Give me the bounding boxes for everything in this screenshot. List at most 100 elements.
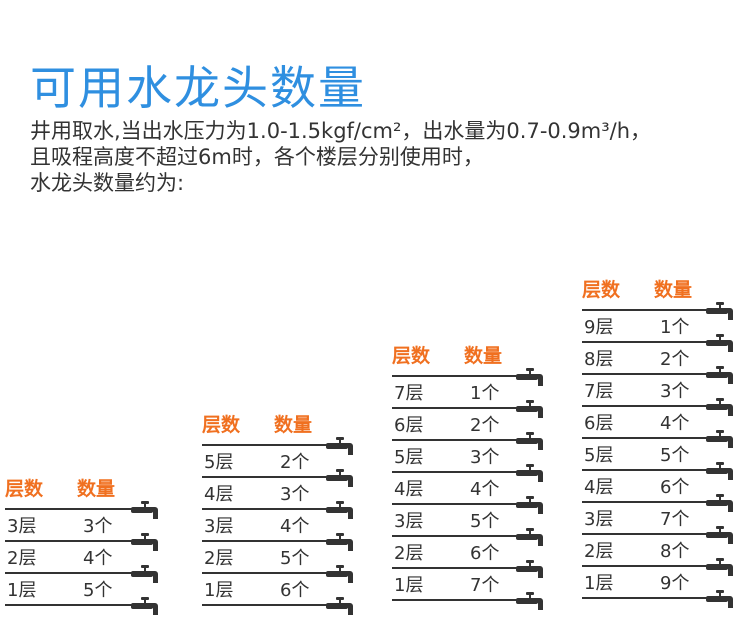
faucet-icon: [706, 558, 734, 578]
table-row: 6层 4个: [582, 407, 702, 437]
floor-label: 5层: [584, 445, 614, 466]
floor-label: 7层: [584, 381, 614, 402]
pipe-line: [202, 540, 328, 542]
table-row: 2层 6个: [392, 537, 512, 567]
floor-label: 6层: [584, 413, 614, 434]
table-row: 3层 5个: [392, 505, 512, 535]
faucet-icon: [326, 469, 354, 489]
floor-label: 4层: [584, 477, 614, 498]
floor-label: 1层: [7, 580, 37, 601]
faucet-icon: [706, 430, 734, 450]
pipe-line: [392, 503, 518, 505]
floor-label: 1层: [394, 575, 424, 596]
pipe-line: [582, 469, 708, 471]
pipe-line: [582, 565, 708, 567]
floor-label: 9层: [584, 317, 614, 338]
floor-label: 4层: [394, 479, 424, 500]
faucet-icon: [516, 464, 544, 484]
floor-label: 4层: [204, 484, 234, 505]
header-quantity: 数量: [464, 345, 503, 367]
quantity-label: 5个: [280, 548, 310, 569]
quantity-label: 5个: [83, 580, 113, 601]
quantity-label: 4个: [660, 413, 690, 434]
floor-table: 层数 数量 5层 2个 4层 3个 3层 4个 2层 5个 1层 6个: [202, 410, 358, 615]
pipe-line: [392, 439, 518, 441]
table-row: 5层 2个: [202, 446, 322, 476]
pipe-line: [202, 444, 328, 446]
faucet-icon: [516, 496, 544, 516]
pipe-line: [202, 476, 328, 478]
pipe-line: [392, 567, 518, 569]
floor-label: 2层: [584, 541, 614, 562]
table-row: 7层 3个: [582, 375, 702, 405]
header-quantity: 数量: [77, 478, 116, 500]
faucet-icon: [706, 590, 734, 610]
faucet-icon: [706, 462, 734, 482]
quantity-label: 6个: [470, 543, 500, 564]
table-row: 3层 3个: [5, 510, 127, 540]
pipe-line: [202, 604, 328, 606]
quantity-label: 3个: [280, 484, 310, 505]
table-row: 4层 6个: [582, 471, 702, 501]
pipe-line: [5, 572, 133, 574]
quantity-label: 4个: [280, 516, 310, 537]
pipe-line: [582, 597, 708, 599]
page-title: 可用水龙头数量: [30, 61, 366, 115]
pipe-line: [582, 373, 708, 375]
header-quantity: 数量: [274, 414, 313, 436]
table-row: 8层 2个: [582, 343, 702, 373]
pipe-line: [582, 501, 708, 503]
faucet-icon: [706, 398, 734, 418]
faucet-icon: [516, 368, 544, 388]
floor-label: 5层: [204, 452, 234, 473]
table-row: 1层 6个: [202, 574, 322, 604]
faucet-icon: [516, 432, 544, 452]
table-row: 2层 5个: [202, 542, 322, 572]
pipe-line: [582, 341, 708, 343]
table-row: 9层 1个: [582, 311, 702, 341]
faucet-icon: [326, 533, 354, 553]
quantity-label: 3个: [660, 381, 690, 402]
faucet-icon: [706, 334, 734, 354]
faucet-icon: [326, 501, 354, 521]
quantity-label: 1个: [660, 317, 690, 338]
table-row: 6层 2个: [392, 409, 512, 439]
quantity-label: 4个: [83, 548, 113, 569]
header-floor: 层数: [5, 478, 44, 500]
faucet-icon: [706, 494, 734, 514]
table-row: 4层 4个: [392, 473, 512, 503]
floor-label: 7层: [394, 383, 424, 404]
faucet-icon: [326, 565, 354, 585]
floor-label: 2层: [394, 543, 424, 564]
quantity-label: 6个: [660, 477, 690, 498]
pipe-line: [5, 540, 133, 542]
faucet-icon: [516, 400, 544, 420]
faucet-icon: [131, 501, 159, 521]
quantity-label: 4个: [470, 479, 500, 500]
floor-table: 层数 数量 7层 1个 6层 2个 5层 3个 4层 4个 3层 5个 2层 6个 1层 7个: [392, 341, 548, 610]
floor-table: 层数 数量 3层 3个 2层 4个 1层 5个: [5, 474, 163, 615]
table-row: 7层 1个: [392, 377, 512, 407]
pipe-line: [202, 508, 328, 510]
faucet-icon: [516, 592, 544, 612]
quantity-label: 1个: [470, 383, 500, 404]
pipe-line: [392, 407, 518, 409]
table-row: 5层 5个: [582, 439, 702, 469]
description: 井用取水,当出水压力为1.0-1.5kgf/cm²，出水量为0.7-0.9m³/…: [30, 118, 651, 196]
faucet-icon: [131, 533, 159, 553]
faucet-icon: [706, 526, 734, 546]
header-floor: 层数: [392, 345, 431, 367]
quantity-label: 9个: [660, 573, 690, 594]
faucet-icon: [131, 565, 159, 585]
pipe-line: [392, 599, 518, 601]
faucet-icon: [706, 366, 734, 386]
floor-label: 3层: [584, 509, 614, 530]
pipe-line: [392, 375, 518, 377]
floor-table: 层数 数量 9层 1个 8层 2个 7层 3个 6层 4个 5层 5个 4层 6个 3层 7个 2层 8个 1层 9个: [582, 275, 738, 608]
quantity-label: 3个: [470, 447, 500, 468]
table-row: 1层 9个: [582, 567, 702, 597]
table-row: 3层 7个: [582, 503, 702, 533]
quantity-label: 2个: [470, 415, 500, 436]
description-line: 水龙头数量约为:: [30, 171, 185, 195]
floor-label: 3层: [7, 516, 37, 537]
